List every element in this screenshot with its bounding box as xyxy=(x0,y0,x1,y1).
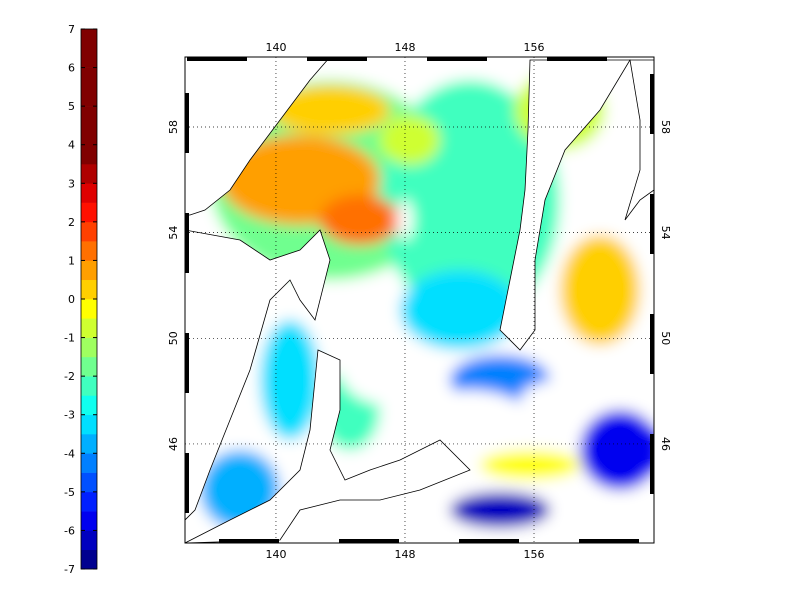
lat-tick-label: 58 xyxy=(167,120,180,134)
colorbar-tick-label: -3 xyxy=(64,409,75,422)
colorbar-segment xyxy=(81,491,97,512)
colorbar-segment xyxy=(81,241,97,261)
colorbar-segment xyxy=(81,395,97,416)
colorbar-segment xyxy=(81,48,97,68)
colorbar-segment xyxy=(81,434,97,454)
colorbar-segment xyxy=(81,279,97,300)
lat-tick-label: 50 xyxy=(659,331,672,345)
colorbar-segment xyxy=(81,106,97,126)
lat-tick-label: 58 xyxy=(659,120,672,134)
colorbar-segment xyxy=(81,511,97,531)
colorbar-segment xyxy=(81,164,97,184)
colorbar-segment xyxy=(81,221,97,242)
colorbar-segment xyxy=(81,260,97,281)
lon-tick-label: 156 xyxy=(524,41,545,54)
lat-tick-label: 46 xyxy=(167,437,180,451)
colorbar-segment xyxy=(81,376,97,396)
colorbar-segment xyxy=(81,472,97,493)
colorbar-segment xyxy=(81,144,97,165)
graticule xyxy=(185,57,654,543)
colorbar-segment xyxy=(81,299,97,319)
colorbar-tick-label: -4 xyxy=(64,447,75,460)
colorbar-tick-label: -5 xyxy=(64,486,75,499)
colorbar-tick-label: -6 xyxy=(64,524,75,537)
colorbar-segment xyxy=(81,86,97,107)
colorbar-segment xyxy=(81,414,97,435)
colorbar-tick-label: 1 xyxy=(68,254,75,267)
colorbar-tick-label: 2 xyxy=(68,216,75,229)
lat-tick-label: 54 xyxy=(167,226,180,240)
colorbar: -7 -6 -5 -4 -3 -2 -1 0 1 2 3 4 5 6 7 xyxy=(64,23,98,576)
lat-tick-label: 54 xyxy=(659,226,672,240)
colorbar-segment xyxy=(81,337,97,358)
colorbar-tick-label: 5 xyxy=(68,100,75,113)
colorbar-tick-label: 3 xyxy=(68,177,75,190)
lat-tick-label: 46 xyxy=(659,437,672,451)
colorbar-tick-label: -1 xyxy=(64,332,75,345)
colorbar-segment xyxy=(81,549,97,570)
colorbar-tick-label: 6 xyxy=(68,62,75,75)
lon-tick-label: 156 xyxy=(524,548,545,561)
lon-tick-label: 140 xyxy=(265,41,286,54)
colorbar-tick-label: -2 xyxy=(64,370,75,383)
colorbar-segment xyxy=(81,29,97,49)
colorbar-segment xyxy=(81,67,97,88)
colorbar-tick-label: -7 xyxy=(64,563,75,576)
colorbar-tick-label: 7 xyxy=(68,23,75,36)
lon-tick-label: 148 xyxy=(394,41,415,54)
colorbar-tick-label: 4 xyxy=(68,139,75,152)
colorbar-segment xyxy=(81,125,97,146)
map-frame xyxy=(184,56,655,544)
colorbar-segment xyxy=(81,453,97,473)
colorbar-segment xyxy=(81,202,97,223)
lon-tick-label: 140 xyxy=(265,548,286,561)
colorbar-segment xyxy=(81,356,97,377)
sst-anomaly-field xyxy=(185,57,654,543)
lat-tick-label: 50 xyxy=(167,331,180,345)
colorbar-tick-label: 0 xyxy=(68,293,75,306)
colorbar-segment xyxy=(81,183,97,203)
lon-tick-label: 148 xyxy=(394,548,415,561)
tick-labels: 140 140 148 148 156 156 46 46 50 50 54 54 58 58 xyxy=(167,41,672,561)
colorbar-segment xyxy=(81,530,97,551)
colorbar-segment xyxy=(81,318,97,338)
